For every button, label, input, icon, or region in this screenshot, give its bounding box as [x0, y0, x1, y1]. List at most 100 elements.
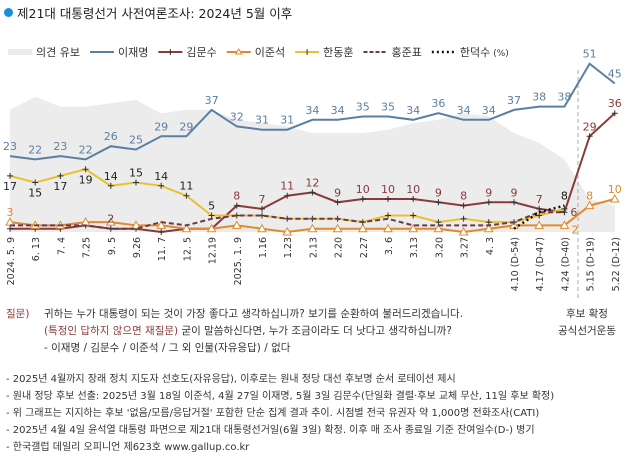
data-point	[183, 192, 190, 199]
data-label: 11	[179, 180, 193, 193]
data-point	[158, 229, 165, 235]
data-point	[410, 196, 417, 202]
legend-item: 한덕수 (%)	[431, 46, 509, 59]
data-point	[584, 200, 595, 210]
x-tick-label: 5.22 (D-12)	[611, 237, 622, 291]
x-tick-label: 7. 4	[56, 237, 67, 255]
data-point	[82, 166, 89, 173]
data-label: 7	[536, 193, 543, 206]
x-tick-label: 4.24 (D-40)	[560, 237, 571, 291]
side-note-line1: 후보 확정	[565, 308, 608, 320]
data-point	[458, 226, 469, 236]
series-홍준표: 2	[9, 211, 565, 230]
data-label: 15	[129, 167, 143, 180]
data-label: 19	[79, 173, 93, 186]
data-point	[485, 199, 492, 206]
x-tick-label: 2.27	[359, 237, 370, 258]
data-label: 14	[104, 170, 118, 183]
data-point	[158, 182, 165, 189]
x-tick-label: 4.17 (D-47)	[535, 237, 546, 291]
legend-item: 이재명	[89, 46, 148, 59]
chart-title: 제21대 대통령선거 사전여론조사: 2024년 5월 이후	[4, 3, 292, 22]
x-tick-label: 1.23	[283, 237, 294, 258]
question-line2-highlight: (특정인 답하지 않으면 재질문)	[44, 325, 179, 337]
data-label: 35	[356, 101, 370, 114]
data-label: 11	[280, 180, 294, 193]
data-label: 7	[259, 193, 266, 206]
data-point	[559, 220, 570, 229]
data-label: 10	[406, 183, 420, 196]
data-point	[410, 212, 417, 219]
data-label: 34	[406, 104, 420, 117]
data-point	[586, 133, 593, 140]
data-label: 6	[570, 206, 577, 219]
data-label: 45	[608, 68, 622, 81]
data-label: 22	[28, 143, 42, 156]
x-tick-label: 12.19	[208, 237, 219, 264]
data-label: 17	[3, 180, 17, 193]
data-label: 8	[561, 190, 568, 203]
bullet-icon	[4, 8, 13, 17]
data-point	[233, 202, 240, 209]
legend-label: 한동훈	[323, 46, 353, 59]
x-tick-label: 9. 5	[107, 237, 118, 255]
data-point	[7, 225, 13, 232]
data-label: 29	[583, 120, 597, 133]
data-point	[534, 220, 545, 229]
data-label: 34	[482, 104, 496, 117]
x-tick-label: 1.16	[258, 237, 269, 258]
data-label: 37	[507, 94, 521, 107]
data-label: 10	[381, 183, 395, 196]
data-label: 34	[305, 104, 319, 117]
undecided-area	[10, 96, 615, 232]
data-label: 8	[586, 190, 593, 203]
data-point	[435, 199, 442, 206]
data-label: 23	[3, 140, 17, 153]
data-label: 38	[557, 91, 571, 104]
data-point	[357, 223, 368, 233]
data-point	[309, 189, 316, 196]
data-point	[231, 220, 242, 229]
legend-unit: (%)	[493, 49, 509, 59]
note: - 원내 정당 후보 선출: 2025년 3월 18일 이준석, 4월 27일 …	[6, 391, 555, 402]
data-label: 32	[230, 110, 244, 123]
data-label: 5	[208, 200, 215, 213]
question-line3: - 이재명 / 김문수 / 이준석 / 그 외 인물(자유응답) / 없다	[44, 342, 291, 354]
data-label: 10	[356, 183, 370, 196]
x-tick-label: 11. 7	[157, 237, 168, 261]
x-tick-label: 3. 6	[384, 237, 395, 255]
data-point	[208, 212, 215, 219]
data-label: 3	[7, 206, 14, 219]
data-point	[460, 202, 467, 209]
data-label: 35	[381, 101, 395, 114]
legend-label: 의견 유보	[36, 46, 80, 59]
data-point	[332, 223, 343, 233]
data-label: 9	[511, 186, 518, 199]
data-point	[307, 223, 318, 233]
data-label: 31	[280, 114, 294, 127]
data-label: 36	[608, 97, 622, 110]
legend-item: 이준석	[226, 46, 285, 59]
data-label: 36	[431, 97, 445, 110]
data-label: 31	[255, 114, 269, 127]
x-tick-label: 7.25	[82, 237, 93, 258]
data-point	[485, 219, 492, 226]
data-point	[460, 215, 467, 222]
question-block: 질문) 귀하는 누가 대통령이 되는 것이 가장 좋다고 생각하십니까? 보기를 …	[6, 306, 463, 357]
data-point	[511, 199, 517, 206]
data-label: 2	[571, 223, 578, 236]
data-point	[561, 205, 568, 212]
data-point	[284, 192, 291, 199]
x-tick-label: 2.20	[334, 237, 345, 258]
series-한덕수: 8	[513, 190, 568, 230]
data-point	[609, 193, 620, 203]
data-label: 25	[129, 134, 143, 147]
data-label: 15	[28, 187, 42, 200]
chart-title-text: 제21대 대통령선거 사전여론조사: 2024년 5월 이후	[17, 6, 293, 21]
side-note: 후보 확정 공식선거운동	[558, 306, 616, 340]
data-point	[181, 223, 192, 233]
legend-item: 홍준표	[363, 45, 422, 59]
data-point	[435, 219, 442, 226]
data-point	[536, 212, 543, 219]
